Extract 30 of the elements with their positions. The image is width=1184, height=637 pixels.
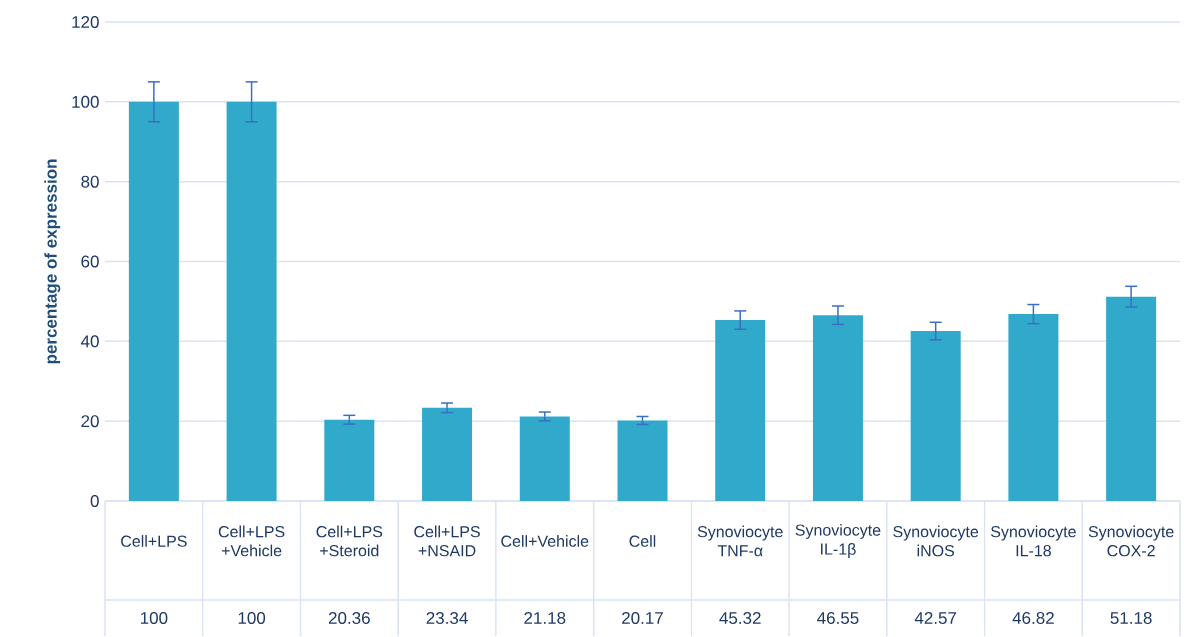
data-label: 100: [140, 612, 168, 625]
x-tick-label: Synoviocyte iNOS: [893, 525, 979, 557]
data-label: 46.55: [817, 612, 859, 625]
x-tick-label: Synoviocyte IL-1β: [795, 524, 881, 559]
x-tick-label: Synoviocyte COX-2: [1088, 525, 1174, 557]
y-tick-label: 80: [81, 175, 99, 188]
data-label: 23.34: [426, 612, 468, 625]
x-tick-label: Cell+LPS +NSAID: [414, 525, 480, 557]
x-tick-label: Synoviocyte TNF-α: [697, 525, 783, 557]
data-label: 20.36: [328, 612, 370, 625]
y-tick-label: 40: [80, 335, 99, 348]
data-label: 21.18: [524, 612, 566, 625]
y-tick-label: 120: [72, 16, 99, 29]
x-tick-label: Synoviocyte IL-18: [990, 525, 1076, 557]
data-label: 20.17: [622, 612, 663, 625]
data-label: 100: [238, 612, 266, 625]
data-label: 51.18: [1110, 612, 1152, 625]
y-tick-label: 100: [72, 95, 99, 108]
data-label: 46.82: [1012, 612, 1054, 625]
x-tick-label: Cell+LPS: [121, 535, 187, 547]
y-axis-title: percentage of expression: [44, 159, 61, 364]
x-tick-label: Cell+LPS +Vehicle: [218, 525, 285, 557]
y-tick-label: 60: [81, 255, 99, 268]
x-tick-label: Cell+Vehicle: [501, 535, 589, 547]
x-tick-label: Cell+LPS +Steroid: [316, 525, 383, 557]
y-tick-label: 0: [90, 495, 99, 508]
data-label: 45.32: [719, 612, 761, 625]
x-tick-label: Cell: [629, 535, 656, 547]
y-tick-label: 20: [81, 415, 99, 428]
data-label: 42.57: [914, 612, 957, 625]
